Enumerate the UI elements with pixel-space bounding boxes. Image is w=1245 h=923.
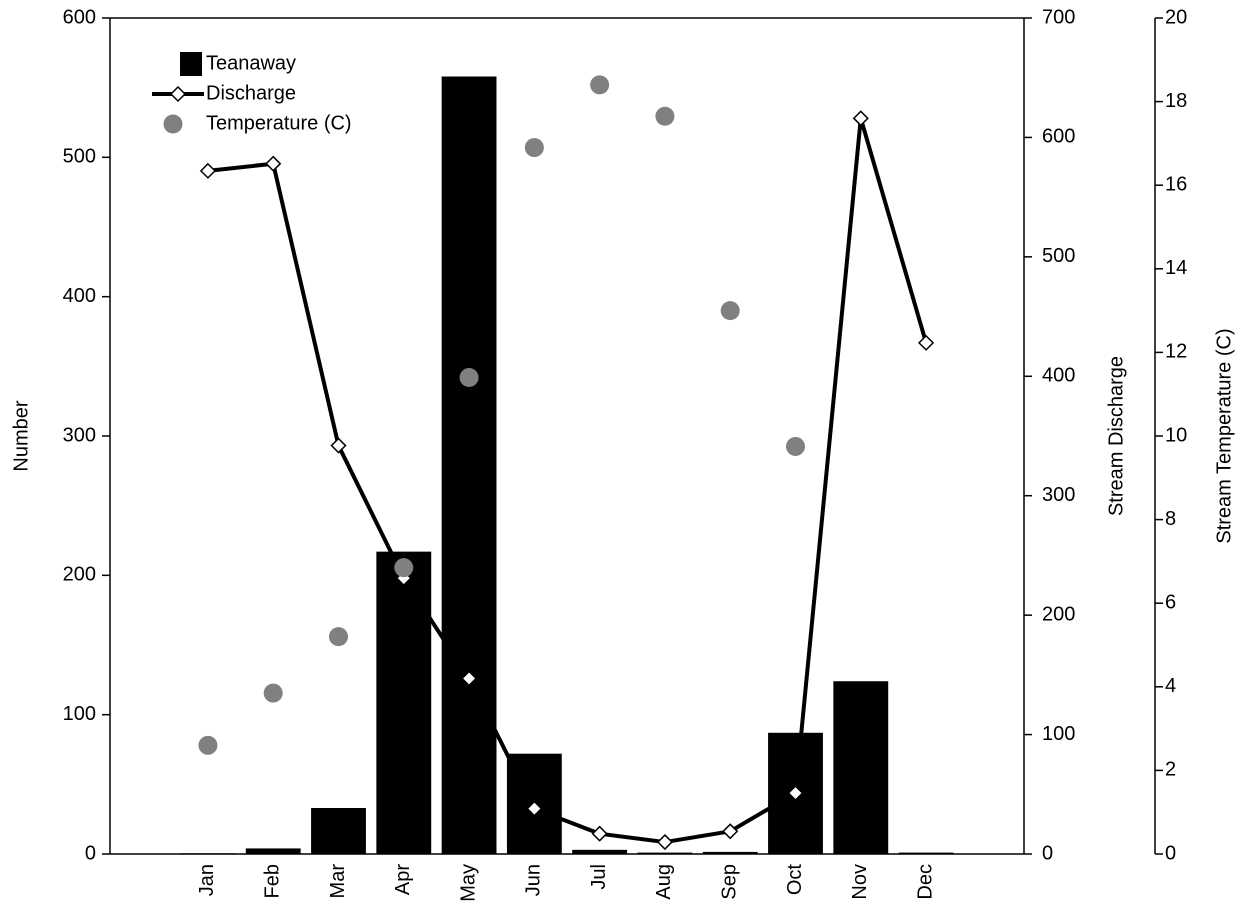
point (329, 627, 348, 647)
x-tick-label: Nov (849, 864, 871, 900)
x-tick-label: Jan (196, 864, 218, 896)
point (786, 436, 805, 456)
point (590, 75, 610, 95)
y3-tick-label: 8 (1165, 508, 1176, 530)
line-marker (656, 833, 673, 851)
point (263, 683, 283, 703)
legend-swatch (180, 52, 202, 76)
y3-tick-label: 10 (1165, 424, 1187, 446)
bar (441, 76, 497, 854)
line (207, 116, 928, 845)
legend-swatch (169, 85, 187, 103)
bar (311, 808, 366, 854)
y2-tick-label: 300 (1042, 484, 1075, 506)
y3-tick-label: 2 (1165, 759, 1176, 781)
x-tick-label: Jul (588, 864, 610, 890)
legend-swatch (163, 114, 183, 134)
y3-tick-label: 12 (1165, 341, 1187, 363)
y3-tick-label: 18 (1165, 90, 1187, 112)
legend-label: Temperature (C) (206, 112, 352, 134)
x-tick-label: Apr (392, 864, 414, 895)
x-tick-label: Dec (914, 864, 936, 900)
point (655, 106, 675, 126)
x-tick-label: May (457, 864, 479, 902)
x-tick-label: Sep (718, 864, 740, 900)
x-tick-label: Jun (523, 864, 545, 896)
bar (898, 852, 954, 854)
y2-tick-label: 200 (1042, 603, 1075, 625)
y3-tick-label: 6 (1165, 591, 1176, 613)
y3-tick-label: 4 (1165, 675, 1176, 697)
y-tick-label: 600 (63, 6, 96, 28)
line-marker (199, 162, 216, 179)
legend-label: Teanaway (206, 52, 296, 74)
bar (637, 852, 693, 854)
line-marker (722, 823, 739, 840)
y-tick-label: 500 (63, 146, 96, 168)
line-marker (265, 155, 282, 172)
y-tick-label: 100 (63, 703, 96, 725)
legend-label: Discharge (206, 82, 296, 104)
bar (245, 848, 301, 854)
y2-tick-label: 500 (1042, 245, 1075, 267)
bar (833, 681, 889, 854)
line-marker (852, 110, 869, 127)
x-tick-label: Mar (327, 864, 349, 899)
line-marker (918, 334, 935, 351)
point (198, 735, 218, 755)
bar (572, 849, 628, 854)
y-tick-label: 400 (63, 285, 96, 307)
line-marker (461, 670, 478, 687)
y-axis-label: Number (10, 400, 32, 471)
y2-axis-label: Stream Discharge (1105, 356, 1127, 516)
bar (702, 851, 758, 854)
x-tick-label: Feb (261, 864, 283, 898)
point (524, 138, 544, 158)
y2-tick-label: 400 (1042, 365, 1075, 387)
point (394, 558, 414, 578)
x-tick-label: Oct (784, 864, 806, 896)
y-tick-label: 200 (63, 564, 96, 586)
bar (376, 551, 432, 854)
y2-tick-label: 600 (1042, 126, 1075, 148)
line-marker (591, 825, 608, 842)
y-tick-label: 0 (85, 842, 96, 864)
y3-axis-label: Stream Temperature (C) (1213, 328, 1235, 543)
y3-tick-label: 16 (1165, 173, 1187, 195)
y3-tick-label: 0 (1165, 842, 1176, 864)
y3-tick-label: 14 (1165, 257, 1187, 279)
line-marker (787, 785, 804, 802)
y2-tick-label: 700 (1042, 6, 1075, 28)
line-marker (526, 800, 543, 817)
y2-tick-label: 0 (1042, 842, 1053, 864)
y3-tick-label: 20 (1165, 6, 1187, 28)
point (720, 301, 740, 321)
bar (180, 853, 236, 855)
x-tick-label: Aug (653, 864, 675, 900)
y2-tick-label: 100 (1042, 723, 1075, 745)
point (459, 367, 479, 387)
line-marker (330, 437, 347, 454)
y-tick-label: 300 (63, 424, 96, 446)
